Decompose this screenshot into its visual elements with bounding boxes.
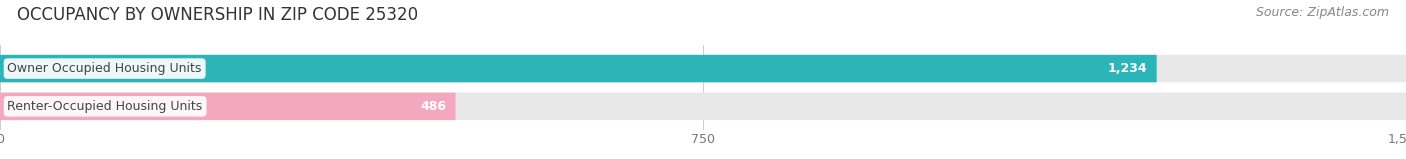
FancyBboxPatch shape	[0, 93, 456, 120]
FancyBboxPatch shape	[0, 55, 1406, 82]
Text: Source: ZipAtlas.com: Source: ZipAtlas.com	[1256, 6, 1389, 19]
Text: 1,234: 1,234	[1108, 62, 1147, 75]
Text: Owner Occupied Housing Units: Owner Occupied Housing Units	[7, 62, 202, 75]
Text: 486: 486	[420, 100, 446, 113]
FancyBboxPatch shape	[0, 55, 1157, 82]
Text: Renter-Occupied Housing Units: Renter-Occupied Housing Units	[7, 100, 202, 113]
Text: OCCUPANCY BY OWNERSHIP IN ZIP CODE 25320: OCCUPANCY BY OWNERSHIP IN ZIP CODE 25320	[17, 6, 418, 24]
FancyBboxPatch shape	[0, 93, 1406, 120]
